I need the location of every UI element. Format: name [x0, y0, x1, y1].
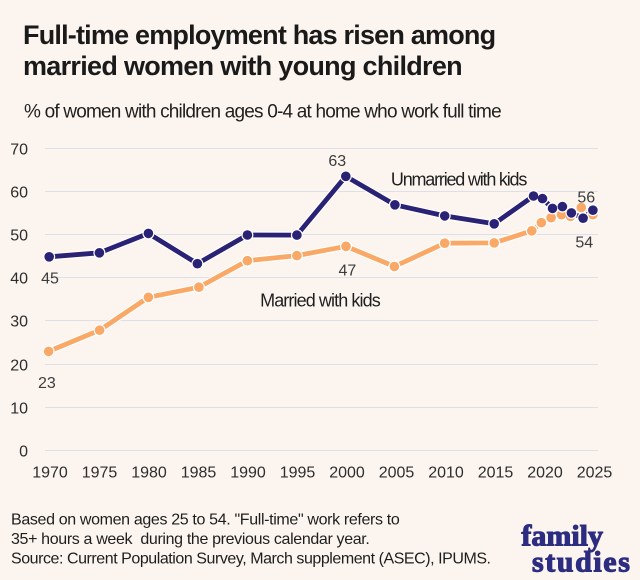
svg-text:1970: 1970 [32, 465, 68, 482]
svg-text:2005: 2005 [379, 465, 415, 482]
svg-text:Source: Current Population Sur: Source: Current Population Survey, March… [11, 551, 491, 568]
svg-text:Married with kids: Married with kids [260, 290, 381, 310]
svg-text:47: 47 [339, 263, 357, 280]
svg-text:married women with young child: married women with young children [23, 51, 462, 81]
svg-text:2020: 2020 [527, 465, 563, 482]
svg-text:family: family [521, 520, 603, 553]
svg-text:40: 40 [10, 271, 28, 288]
svg-text:50: 50 [10, 228, 28, 245]
svg-text:1980: 1980 [131, 465, 167, 482]
svg-text:0: 0 [19, 444, 28, 461]
svg-text:35+ hours a week during the p: 35+ hours a week during the previous cal… [11, 531, 369, 548]
svg-text:Based on women ages 25 to 54.: Based on women ages 25 to 54. "Full-time… [11, 512, 400, 529]
svg-text:studies: studies [532, 546, 632, 579]
svg-text:1990: 1990 [230, 465, 266, 482]
svg-text:% of women with children ages: % of women with children ages 0-4 at hom… [24, 102, 501, 123]
svg-text:Unmarried with kids: Unmarried with kids [391, 170, 527, 190]
svg-text:20: 20 [10, 358, 28, 375]
svg-text:2000: 2000 [329, 465, 365, 482]
svg-text:1975: 1975 [82, 465, 118, 482]
svg-text:10: 10 [10, 401, 28, 418]
svg-text:2025: 2025 [577, 465, 613, 482]
svg-text:56: 56 [577, 190, 595, 207]
svg-text:2010: 2010 [428, 465, 464, 482]
svg-text:70: 70 [10, 142, 28, 159]
svg-text:60: 60 [10, 185, 28, 202]
svg-text:63: 63 [328, 153, 346, 170]
svg-text:30: 30 [10, 314, 28, 331]
svg-text:2015: 2015 [478, 465, 514, 482]
svg-text:1985: 1985 [181, 465, 217, 482]
svg-text:54: 54 [575, 235, 593, 252]
svg-text:1995: 1995 [280, 465, 316, 482]
svg-text:23: 23 [38, 375, 56, 392]
svg-text:Full-time employment has risen: Full-time employment has risen among [23, 20, 495, 50]
svg-text:45: 45 [41, 271, 59, 288]
